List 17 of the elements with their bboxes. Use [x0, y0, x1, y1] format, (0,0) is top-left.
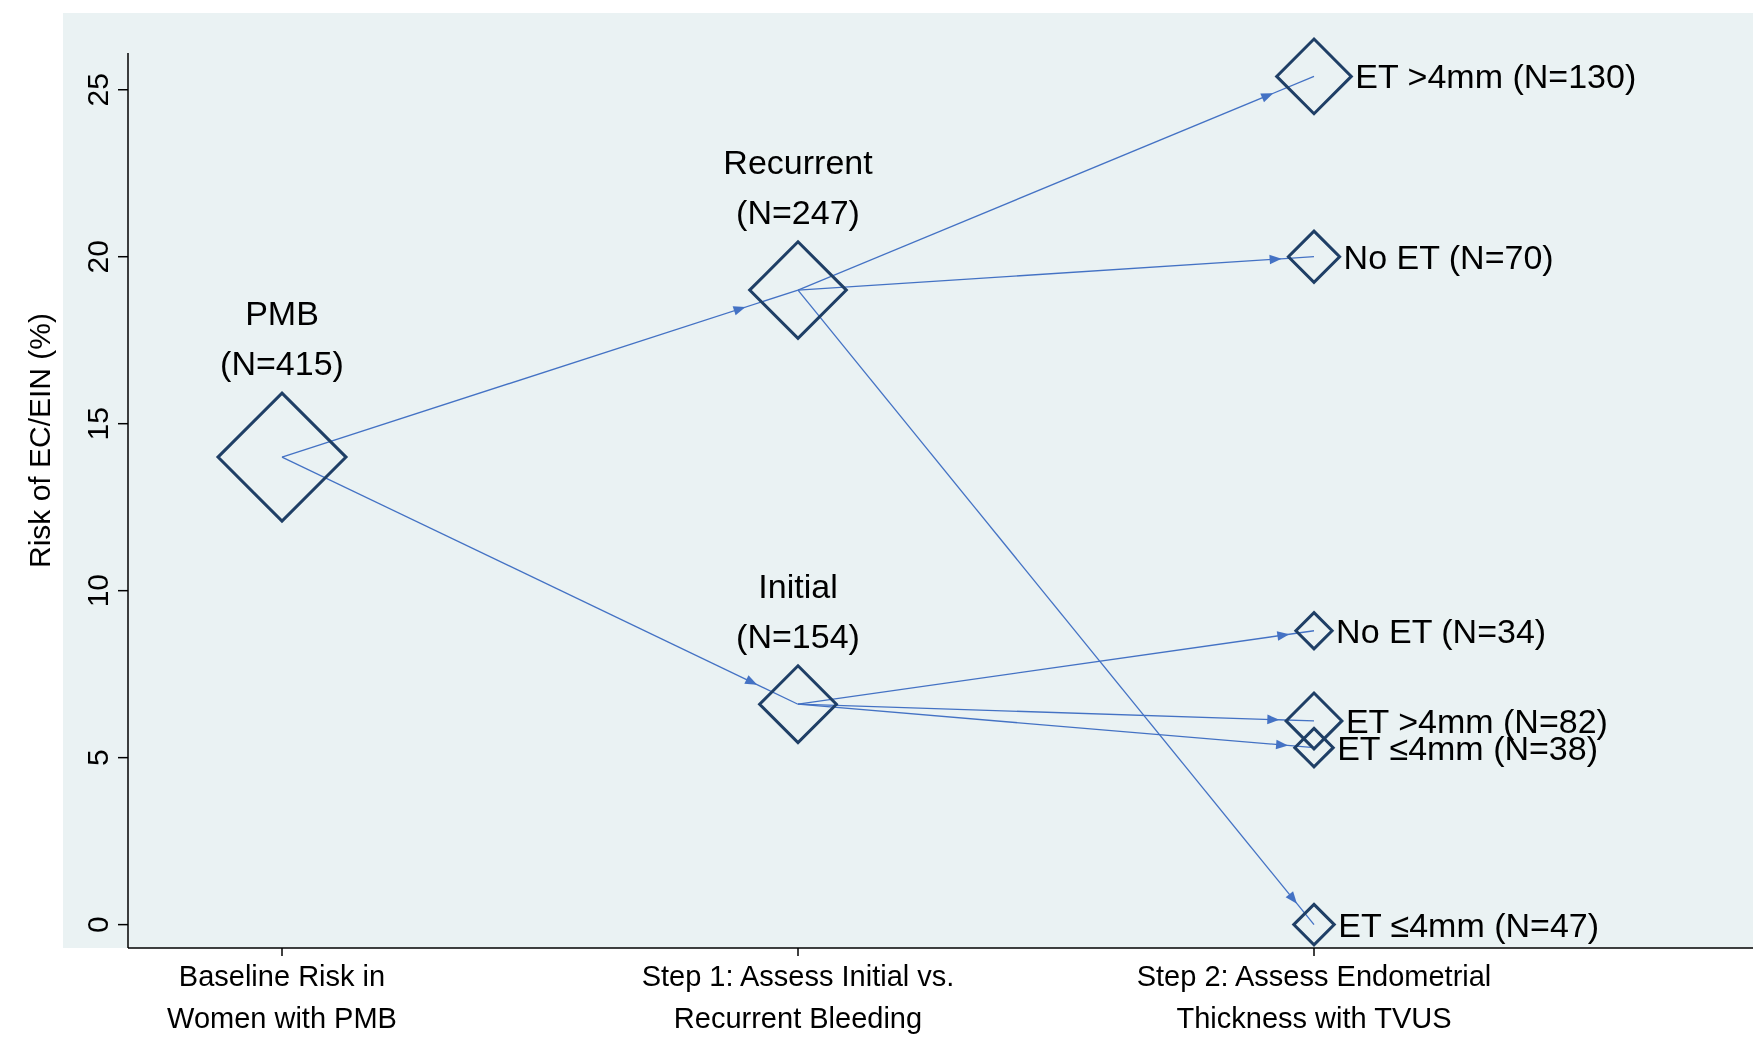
- annotation: No ET (N=34): [1336, 611, 1547, 650]
- annotation: No ET (N=70): [1343, 237, 1554, 276]
- annotation: PMB (N=415): [220, 294, 344, 383]
- annotation: ET >4mm (N=130): [1355, 57, 1637, 96]
- y-tick-label: 15: [81, 407, 114, 441]
- x-tick-label: Step 2: Assess Endometrial Thickness with TVUS: [1136, 960, 1492, 1034]
- y-tick-label: 0: [81, 916, 114, 933]
- y-tick-label: 10: [81, 573, 114, 608]
- y-tick-label: 20: [81, 240, 114, 274]
- x-tick-label: Baseline Risk in Women with PMB: [167, 960, 397, 1034]
- annotation: Recurrent (N=247): [723, 142, 874, 231]
- annotation: ET ≤4mm (N=47): [1338, 905, 1600, 944]
- y-tick-label: 5: [81, 749, 114, 766]
- y-axis-title: Risk of EC/EIN (%): [23, 312, 56, 569]
- x-tick-label: Step 1: Assess Initial vs. Recurrent Bleeding: [641, 960, 955, 1034]
- annotation: Initial (N=154): [736, 566, 860, 655]
- y-tick-label: 25: [81, 73, 114, 107]
